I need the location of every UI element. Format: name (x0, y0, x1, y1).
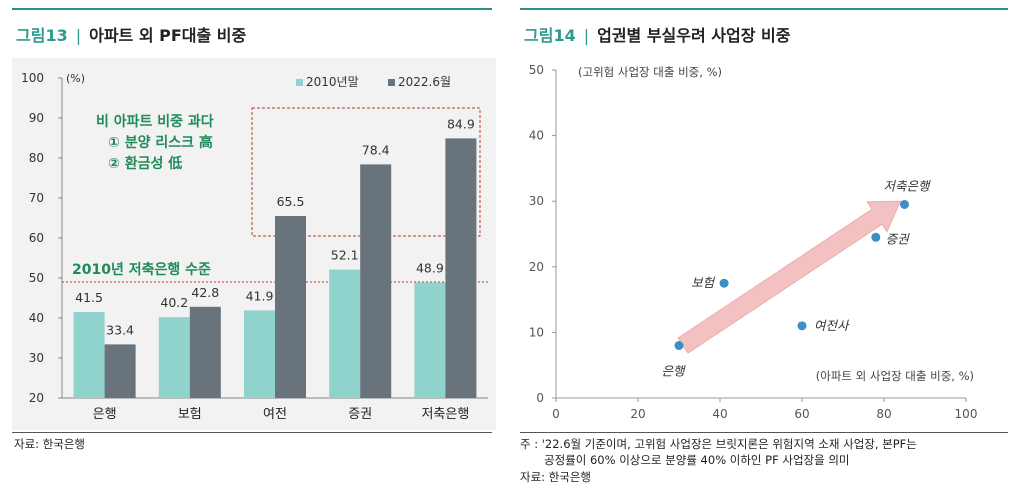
scatter-point-label: 여전사 (814, 318, 850, 333)
bar-legend-label: 2010년말 (306, 75, 359, 89)
bar-reference-label: 2010년 저축은행 수준 (72, 262, 211, 278)
bar-x-tick-label: 은행 (93, 406, 117, 422)
bar-y-tick-label: 60 (29, 231, 44, 245)
right-figure-number: 그림14 (524, 26, 576, 45)
bar-y-tick-label: 80 (29, 151, 44, 165)
scatter-x-tick-label: 40 (712, 407, 727, 421)
bar-legend-label: 2022.6월 (398, 75, 451, 89)
scatter-trend-arrow (677, 200, 902, 354)
scatter-y-tick-label: 40 (529, 129, 544, 143)
bar-annotation-line: ② 환금성 低 (108, 155, 182, 172)
bar-x-tick-label: 여전 (263, 407, 287, 422)
right-figure-title: 그림14 | 업권별 부실우려 사업장 비중 (524, 26, 791, 45)
left-figure-number: 그림13 (16, 26, 68, 45)
left-figure-title: 그림13 | 아파트 외 PF대출 비중 (16, 26, 247, 45)
scatter-x-tick-label: 0 (552, 407, 560, 421)
right-top-rule (520, 8, 1008, 10)
scatter-point-label: 저축은행 (883, 178, 931, 193)
bar-data-label: 52.1 (331, 248, 359, 263)
bar-y-tick-label: 90 (29, 111, 44, 125)
bar-data-label: 40.2 (160, 295, 188, 310)
bar-2022-1 (189, 306, 221, 398)
bar-2010-2 (244, 310, 275, 398)
left-source: 자료: 한국은행 (14, 437, 86, 451)
scatter-y-tick-label: 50 (529, 63, 544, 77)
scatter-point (674, 341, 684, 351)
scatter-x-tick-label: 100 (955, 407, 978, 421)
bar-2022-2 (275, 216, 306, 398)
bar-2022-4 (445, 138, 477, 398)
bar-y-axis-unit: (%) (66, 72, 85, 85)
bar-chart: 20 30 40 50 60 70 80 90 100 (%) 2010년말 2022.6월비 아파트… (21, 71, 488, 422)
bar-x-tick-label: 저축은행 (421, 406, 469, 422)
scatter-point (797, 321, 807, 331)
bar-2022-0 (104, 344, 136, 398)
bar-2010-4 (414, 282, 446, 398)
bar-annotation-line: 비 아파트 비중 과다 (96, 113, 214, 130)
scatter-x-tick-label: 80 (876, 407, 891, 421)
right-figure-panel: 그림14 | 업권별 부실우려 사업장 비중 0 10 20 30 40 50 0 20 40 60 8… (508, 0, 1016, 490)
left-top-rule (12, 8, 492, 10)
bar-y-tick-label: 50 (29, 271, 44, 285)
scatter-y-tick-label: 0 (536, 391, 544, 405)
scatter-chart: 0 10 20 30 40 50 0 20 40 60 80 100 (고위험 사업장 대출 비중, %… (529, 63, 978, 421)
bar-2022-3 (360, 164, 392, 398)
bar-y-tick-label: 20 (29, 391, 44, 405)
scatter-point-label: 은행 (661, 364, 686, 379)
bar-legend-swatch (388, 79, 395, 86)
bar-legend-swatch (296, 79, 303, 86)
bar-2010-0 (73, 312, 105, 398)
scatter-x-tick-label: 60 (794, 407, 809, 421)
bar-x-tick-label: 증권 (348, 407, 372, 422)
right-footnote-line2: 공정률이 60% 이상으로 분양률 40% 이하인 PF 사업장을 의미 (544, 453, 850, 467)
bar-data-label: 33.4 (106, 322, 134, 337)
scatter-y-tick-label: 20 (529, 260, 544, 274)
bar-data-label: 41.9 (246, 288, 274, 303)
left-figure-panel: 그림13 | 아파트 외 PF대출 비중 20 30 40 50 60 70 80 90 100 (%… (0, 0, 500, 490)
bar-y-tick-label: 40 (29, 311, 44, 325)
scatter-x-tick-label: 20 (630, 407, 645, 421)
right-source: 자료: 한국은행 (520, 470, 592, 484)
right-bottom-rule (520, 432, 1008, 433)
bar-data-label: 41.5 (75, 290, 103, 305)
bar-2010-1 (158, 317, 190, 398)
right-footnote-line1: 주 : '22.6월 기준이며, 고위험 사업장은 브릿지론은 위험지역 소재 … (520, 437, 917, 451)
left-figure-title-text: 아파트 외 PF대출 비중 (89, 26, 247, 45)
scatter-point (871, 232, 881, 242)
bar-data-label: 78.4 (362, 142, 390, 157)
bar-data-label: 65.5 (277, 194, 305, 209)
scatter-x-axis-label: (아파트 외 사업장 대출 비중, %) (816, 369, 974, 383)
bar-x-tick-label: 보험 (178, 407, 202, 422)
left-bottom-rule (12, 432, 492, 433)
scatter-y-tick-label: 30 (529, 194, 544, 208)
scatter-point (900, 199, 909, 209)
bar-data-label: 48.9 (416, 260, 444, 275)
scatter-point-label: 보험 (691, 275, 716, 290)
bar-data-label: 84.9 (447, 116, 475, 131)
bar-annotation-line: ① 분양 리스크 高 (108, 134, 213, 151)
bar-data-label: 42.8 (191, 285, 219, 300)
scatter-point (719, 278, 729, 288)
bar-y-tick-label: 30 (29, 351, 44, 365)
scatter-y-tick-label: 10 (529, 325, 544, 339)
bar-y-tick-label: 100 (21, 71, 44, 85)
bar-y-tick-label: 70 (29, 191, 44, 205)
scatter-y-axis-label: (고위험 사업장 대출 비중, %) (578, 65, 722, 79)
right-figure-title-text: 업권별 부실우려 사업장 비중 (597, 26, 791, 45)
scatter-point-label: 증권 (886, 231, 911, 246)
bar-2010-3 (329, 269, 361, 398)
